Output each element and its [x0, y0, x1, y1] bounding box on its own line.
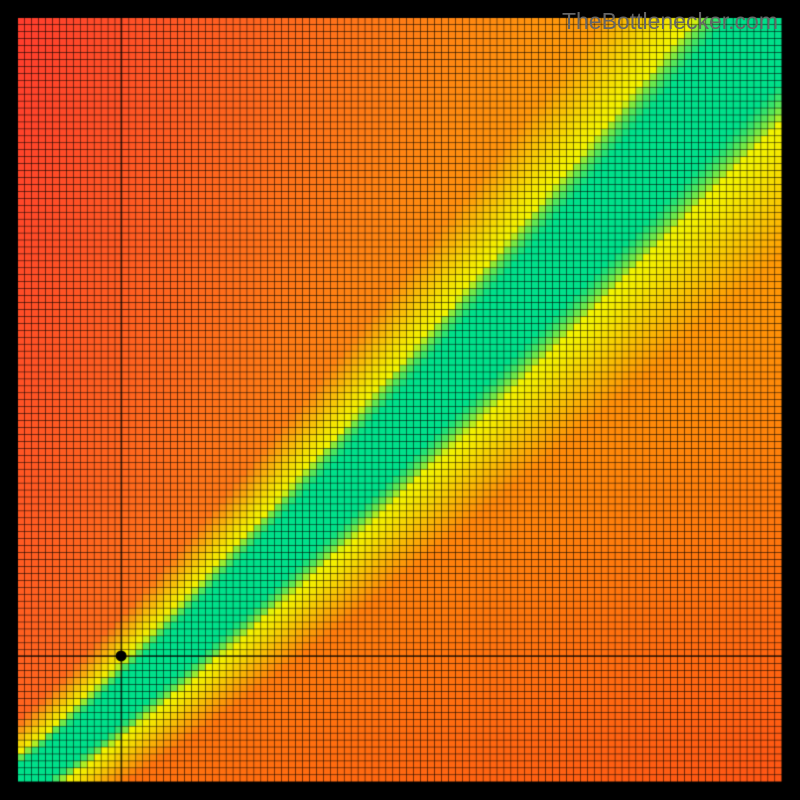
watermark-text: TheBottlenecker.com — [562, 8, 778, 35]
chart-container: TheBottlenecker.com — [0, 0, 800, 800]
bottleneck-heatmap — [0, 0, 800, 800]
